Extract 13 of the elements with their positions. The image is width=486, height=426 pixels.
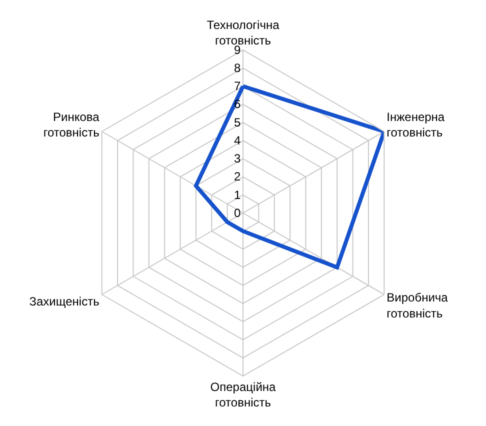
spoke-label: Інженерна готовність [386,110,445,140]
spoke-label: Ринкова готовність [43,110,100,140]
y-tick-label: 3 [234,152,242,166]
y-tick-label: 0 [234,206,242,220]
spoke-label: Виробнича готовність [386,290,448,320]
spoke-label: Захищеність [29,294,100,309]
y-tick-label: 2 [234,170,242,184]
y-tick-label: 8 [234,61,242,76]
y-tick-label: 4 [234,133,242,148]
y-tick-label: 7 [234,79,242,94]
y-tick-label: 1 [234,188,242,202]
y-tick-label: 5 [234,115,242,130]
spoke-label: Операційна готовність [210,380,276,410]
